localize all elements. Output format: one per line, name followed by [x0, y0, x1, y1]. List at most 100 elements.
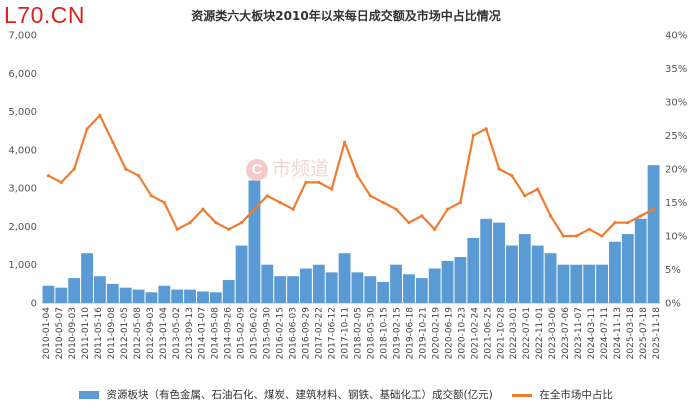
volume-bar [94, 276, 106, 303]
x-tick-label: 2021-02-24 [470, 307, 480, 360]
volume-bar [287, 276, 299, 303]
x-tick-label: 2017-06-12 [328, 307, 338, 359]
volume-bar [248, 180, 261, 303]
volume-bar [647, 165, 660, 303]
volume-bar [596, 264, 608, 303]
volume-bar [106, 283, 119, 303]
x-tick-label: 2023-11-07 [574, 307, 584, 359]
share-point [214, 221, 218, 225]
x-tick-label: 2019-06-18 [405, 307, 415, 360]
x-tick-label: 2014-01-07 [198, 307, 208, 359]
share-point [420, 214, 424, 218]
volume-bar [531, 245, 544, 303]
y-right-tick-label: 25% [665, 131, 687, 142]
watermark-logo: C [246, 158, 268, 181]
volume-bar [364, 276, 377, 303]
x-tick-label: 2016-06-03 [289, 307, 299, 359]
volume-bar [274, 276, 287, 303]
volume-bar [55, 287, 68, 303]
x-tick-label: 2012-01-05 [120, 307, 130, 359]
volume-bar [119, 287, 132, 303]
share-point [111, 140, 115, 144]
share-point [59, 180, 63, 184]
x-tick-label: 2016-09-29 [302, 307, 312, 360]
share-point [510, 174, 514, 178]
share-point [136, 174, 141, 178]
x-tick-label: 2017-10-11 [341, 307, 351, 359]
chart-title: 资源类六大板块2010年以来每日成交额及市场中占比情况 [191, 9, 501, 23]
x-tick-label: 2014-09-26 [224, 307, 234, 360]
site-logo: L70.CN [4, 2, 85, 28]
x-tick-label: 2010-01-04 [42, 307, 52, 360]
volume-bar [621, 234, 634, 303]
share-point [291, 207, 295, 211]
volume-bar [415, 278, 428, 303]
x-tick-label: 2012-05-08 [133, 307, 143, 360]
share-point [471, 133, 475, 138]
volume-bar [132, 289, 145, 303]
y-left-tick-label: 0 [31, 299, 37, 310]
share-point [317, 180, 321, 184]
x-tick-label: 2020-06-19 [444, 307, 454, 360]
x-tick-label: 2010-05-07 [55, 307, 65, 359]
watermark-text: 市频道 [272, 158, 330, 180]
share-point [162, 200, 166, 205]
volume-bar [184, 289, 196, 303]
volume-bar [609, 241, 621, 303]
legend-item-volume: 资源板块（有色金属、石油石化、煤炭、建筑材料、钢铁、基础化工）成交额(亿元) [79, 387, 493, 402]
x-tick-label: 2020-02-19 [431, 307, 441, 360]
share-point [265, 194, 269, 198]
x-tick-label: 2018-02-05 [353, 307, 363, 359]
share-point [600, 234, 604, 238]
volume-bar [557, 264, 570, 303]
y-left-tick-label: 7,000 [8, 31, 37, 42]
volume-bar [377, 281, 390, 303]
x-tick-label: 2023-07-06 [561, 307, 571, 360]
share-point [561, 234, 566, 238]
volume-bar [583, 264, 596, 303]
x-tick-label: 2014-05-08 [211, 307, 221, 360]
share-point [626, 221, 630, 225]
x-tick-label: 2011-09-08 [107, 307, 117, 360]
share-line [47, 114, 655, 238]
x-tick-label: 2015-06-02 [250, 307, 260, 359]
share-point [98, 113, 102, 117]
y-right-tick-label: 35% [665, 64, 687, 75]
volume-bar [145, 292, 158, 303]
volume-bar [493, 222, 505, 303]
volume-bar [158, 285, 171, 303]
x-tick-label: 2018-05-30 [366, 307, 376, 360]
share-point [394, 207, 398, 211]
volume-bar [570, 264, 583, 303]
x-tick-label: 2021-10-28 [496, 307, 506, 360]
x-tick-label: 2018-10-15 [379, 307, 389, 359]
x-tick-label: 2016-02-15 [276, 307, 286, 359]
legend-swatch-volume [79, 391, 100, 399]
volume-bar [634, 218, 647, 303]
volume-bar [209, 292, 222, 303]
legend-item-share: 在全市场中占比 [512, 387, 613, 402]
volume-bar [300, 268, 312, 303]
share-point [355, 174, 360, 178]
share-point [239, 221, 244, 225]
share-point [252, 207, 257, 211]
volume-bar [222, 280, 235, 303]
volume-bar [506, 245, 518, 303]
y-left-tick-label: 2,000 [8, 222, 37, 233]
share-point [548, 214, 553, 218]
x-tick-label: 2019-02-15 [392, 307, 402, 359]
share-point [497, 167, 501, 171]
legend: 资源板块（有色金属、石油石化、煤炭、建筑材料、钢铁、基础化工）成交额(亿元) 在… [0, 387, 692, 402]
legend-label-volume: 资源板块（有色金属、石油石化、煤炭、建筑材料、钢铁、基础化工）成交额(亿元) [106, 389, 493, 401]
x-tick-label: 2019-10-21 [418, 307, 428, 359]
x-tick-label: 2013-09-13 [185, 307, 195, 359]
volume-bar [261, 264, 274, 303]
share-point [175, 227, 179, 231]
share-point [368, 194, 372, 198]
y-right-tick-label: 40% [665, 31, 687, 42]
share-point [124, 167, 128, 171]
x-tick-label: 2025-03-18 [626, 307, 636, 360]
share-point [201, 207, 205, 211]
volume-bar [467, 237, 480, 303]
